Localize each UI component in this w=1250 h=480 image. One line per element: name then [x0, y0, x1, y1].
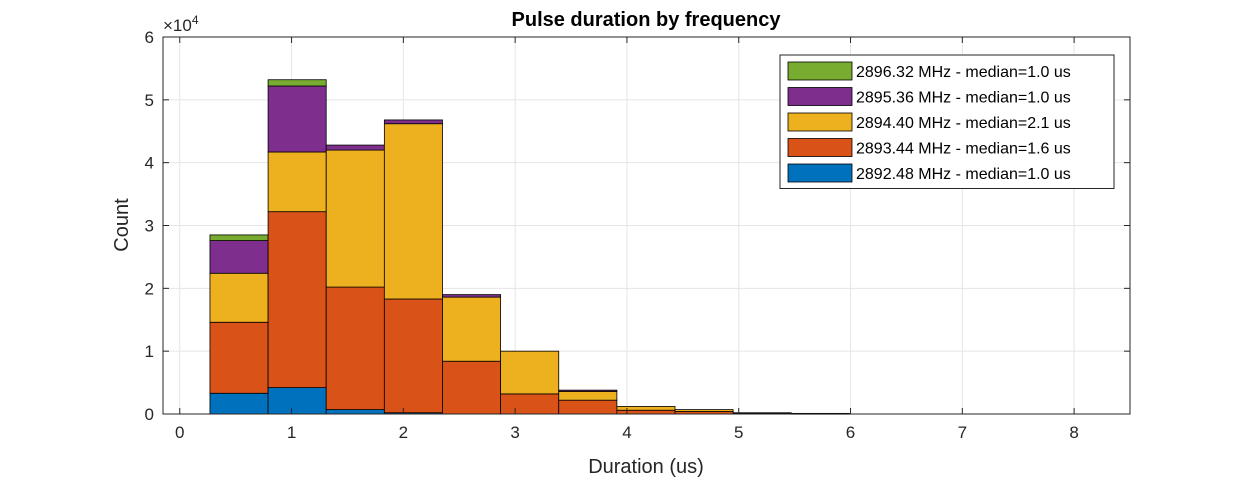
x-tick-label: 4: [622, 423, 631, 442]
x-tick-label: 1: [287, 423, 296, 442]
legend-label: 2896.32 MHz - median=1.0 us: [856, 64, 1071, 81]
bar-segment: [209, 321, 269, 394]
x-tick-label: 5: [734, 423, 743, 442]
x-tick-label: 2: [399, 423, 408, 442]
bar-segment: [616, 409, 676, 415]
legend-swatch: [787, 61, 853, 81]
legend-swatch: [787, 138, 853, 157]
legend-label: 2892.48 MHz - median=1.0 us: [856, 166, 1071, 183]
x-tick-label: 7: [958, 423, 967, 442]
x-axis-label: Duration (us): [588, 456, 704, 478]
y-tick-label: 5: [145, 91, 154, 110]
legend-label: 2894.40 MHz - median=2.1 us: [856, 115, 1071, 132]
bar-segment: [325, 286, 385, 411]
bar-segment: [442, 360, 502, 415]
chart-title: Pulse duration by frequency: [512, 9, 782, 31]
x-tick-label: 0: [175, 423, 184, 442]
bars: [209, 79, 850, 415]
bar-segment: [325, 144, 385, 151]
bar-segment: [383, 123, 443, 300]
bar-segment: [325, 409, 385, 415]
bar-segment: [732, 412, 792, 414]
bar-segment: [674, 409, 734, 412]
bar-segment: [209, 234, 269, 241]
y-axis-exponent-power: 4: [192, 13, 199, 27]
y-axis-ticks: 0 1 2 3 4 5 6: [145, 28, 1130, 424]
bar-segment: [209, 240, 269, 274]
bar-segment: [558, 389, 618, 392]
bar-segment: [267, 211, 327, 389]
y-axis-label: Count: [111, 198, 133, 252]
legend-swatch: [787, 87, 853, 106]
legend-label: 2895.36 MHz - median=1.0 us: [856, 90, 1071, 107]
bar-segment: [209, 272, 269, 323]
bar-segment: [267, 151, 327, 213]
x-tick-label: 6: [846, 423, 855, 442]
legend: 2896.32 MHz - median=1.0 us 2895.36 MHz -…: [779, 54, 1115, 189]
bar-segment: [267, 79, 327, 87]
y-tick-label: 0: [145, 405, 154, 424]
y-tick-label: 3: [145, 217, 154, 236]
bar-segment: [267, 387, 327, 415]
bar-segment: [383, 298, 443, 414]
y-tick-label: 6: [145, 28, 154, 47]
y-axis-exponent-base: ×10: [163, 16, 192, 35]
y-tick-label: 2: [145, 279, 154, 298]
y-tick-label: 4: [145, 154, 154, 173]
legend-label: 2893.44 MHz - median=1.6 us: [856, 141, 1071, 158]
bar-segment: [616, 406, 676, 411]
bar-segment: [383, 119, 443, 125]
bar-segment: [500, 350, 560, 395]
legend-swatch: [787, 163, 853, 183]
bar-segment: [500, 393, 560, 415]
bar-segment: [558, 390, 618, 401]
bar-segment: [325, 149, 385, 288]
bar-segment: [442, 296, 502, 362]
bar-segment: [442, 294, 502, 298]
bar-segment: [209, 392, 269, 415]
x-axis-ticks: 0 1 2 3 4 5 6 7 8: [175, 37, 1079, 442]
bar-segment: [267, 85, 327, 153]
y-tick-label: 1: [145, 342, 154, 361]
y-axis-exponent: ×104: [163, 13, 199, 35]
legend-swatch: [787, 112, 853, 132]
x-tick-label: 8: [1069, 423, 1078, 442]
x-tick-label: 3: [510, 423, 519, 442]
bar-segment: [558, 399, 618, 415]
